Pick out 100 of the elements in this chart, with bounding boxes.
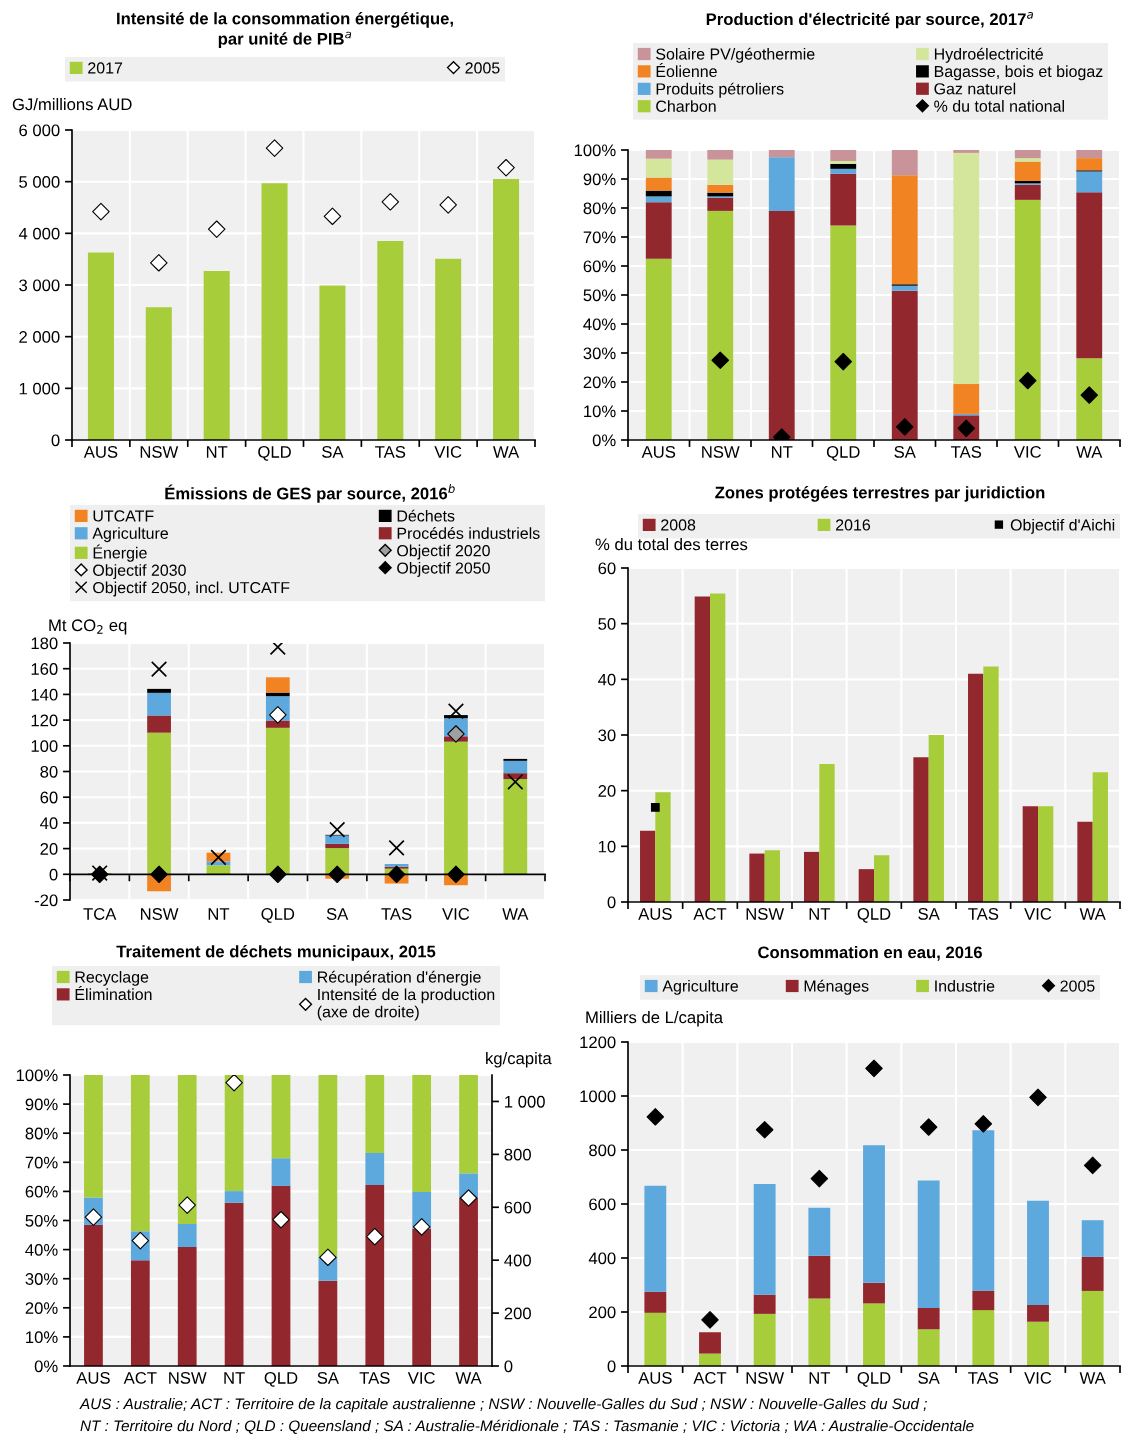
- text: NT : Territoire du Nord ; QLD : Queensland ; SA : Australie-Méridionale ; TAS : Tasmanie ; VIC : Victoria ; WA : Australie-Occidentale: [80, 1419, 974, 1434]
- x-tick-label: TCA: [83, 908, 117, 920]
- y-tick-label: 80%: [25, 1127, 58, 1140]
- chart-title: Émissions de GES par source, 2016$^{b}$: [165, 484, 455, 503]
- legend-label: Éolienne: [656, 63, 717, 78]
- bar: [645, 258, 672, 440]
- y-tick-label: 90%: [583, 173, 616, 186]
- bar: [953, 150, 980, 153]
- y-tick-label: 100%: [574, 144, 616, 157]
- y2-axis-title: kg/capita: [486, 1052, 552, 1068]
- bar: [645, 158, 672, 178]
- legend-label: Charbon: [656, 100, 716, 112]
- bar: [768, 150, 795, 158]
- y-tick-label: 1 000: [19, 382, 60, 395]
- bar: [753, 1294, 776, 1314]
- bar: [377, 241, 404, 440]
- bar: [645, 150, 672, 159]
- legend-label: Agriculture: [662, 979, 738, 995]
- y-tick-label: 2 000: [19, 331, 60, 343]
- x-tick-label: QLD: [857, 1372, 891, 1387]
- point: [387, 865, 406, 884]
- y-tick-label: 0%: [34, 1360, 58, 1373]
- bar: [891, 175, 918, 285]
- point: [210, 849, 227, 866]
- y-tick-label: 180: [31, 637, 58, 650]
- x-tick-label: NT: [208, 908, 230, 920]
- bar: [1014, 150, 1041, 159]
- legend-label: Solaire PV/géothermie: [656, 47, 815, 63]
- chart-title: Production d'électricité par source, 2017$^{a}$: [706, 12, 1033, 29]
- point: [150, 865, 168, 884]
- bar: [917, 1307, 940, 1330]
- bar: [203, 271, 230, 440]
- x-tick-label: SA: [317, 1372, 339, 1384]
- bar: [699, 1332, 721, 1354]
- x-tick-label: WA: [1079, 1372, 1106, 1384]
- y2-tick-label: 800: [504, 1148, 531, 1161]
- y-tick-label: 40: [40, 817, 58, 830]
- y2-tick-label: 1 000: [505, 1095, 545, 1108]
- legend-label: Objectif 2050: [397, 561, 490, 577]
- x-tick-label: NT: [772, 446, 793, 458]
- bar: [1077, 821, 1093, 902]
- bar: [983, 666, 999, 902]
- legend-label: Industrie: [935, 979, 995, 992]
- bar: [819, 763, 835, 902]
- point: [1018, 371, 1037, 390]
- bar: [1022, 806, 1038, 902]
- y-tick-label: 0: [607, 1360, 616, 1373]
- bar: [953, 152, 980, 385]
- x-tick-label: WA: [1076, 446, 1103, 458]
- x-tick-label: WA: [455, 1372, 482, 1384]
- legend-label: 2017: [88, 62, 123, 74]
- chart-title: Consommation en eau, 2016: [758, 946, 982, 961]
- y-tick-label: 160: [31, 663, 58, 675]
- y-tick-label: 50: [598, 618, 616, 630]
- point: [207, 220, 226, 238]
- x-tick-label: VIC: [434, 446, 462, 458]
- legend-label: Ménages: [804, 979, 869, 995]
- x-tick-label: QLD: [258, 446, 291, 461]
- bar: [1081, 1220, 1104, 1257]
- x-tick-label: NSW: [746, 908, 785, 920]
- bar: [645, 196, 672, 203]
- y-tick-label: 400: [588, 1252, 616, 1265]
- x-tick-label: TAS: [381, 908, 412, 920]
- bar: [874, 855, 890, 902]
- y-tick-label: 20: [40, 843, 58, 855]
- bar: [459, 1197, 478, 1366]
- legend-label: Déchets: [397, 509, 455, 522]
- bar: [830, 161, 857, 164]
- bar: [891, 150, 918, 176]
- bar: [147, 688, 171, 693]
- y-tick-label: 70%: [583, 231, 616, 244]
- point: [272, 1210, 290, 1229]
- x-tick-label: ACT: [693, 1372, 727, 1384]
- y-tick-label: 30%: [25, 1273, 58, 1285]
- bar: [644, 1312, 667, 1366]
- y-tick-label: 140: [31, 688, 58, 701]
- bar: [891, 285, 918, 291]
- bar: [365, 1185, 385, 1366]
- bar: [830, 150, 857, 162]
- x-tick-label: WA: [502, 908, 529, 920]
- point: [328, 865, 346, 884]
- bar: [412, 1228, 432, 1366]
- y-tick-label: 40%: [25, 1244, 58, 1256]
- x-tick-label: SA: [918, 908, 940, 920]
- bar: [968, 673, 984, 902]
- point: [150, 254, 168, 272]
- point: [497, 158, 515, 177]
- x-tick-label: TAS: [968, 908, 999, 920]
- bar: [1014, 184, 1041, 200]
- x-tick-label: AUS: [641, 446, 676, 458]
- bar: [365, 1075, 385, 1153]
- bar: [1076, 358, 1103, 440]
- x-tick-label: AUS: [76, 1372, 110, 1384]
- bar: [972, 1310, 995, 1366]
- bar: [130, 1075, 150, 1232]
- legend-label: 2008: [661, 519, 696, 531]
- bar: [1076, 192, 1103, 359]
- bar: [177, 1075, 197, 1224]
- x-tick-label: NSW: [702, 446, 740, 458]
- legend-label: Hydroélectricité: [934, 47, 1043, 63]
